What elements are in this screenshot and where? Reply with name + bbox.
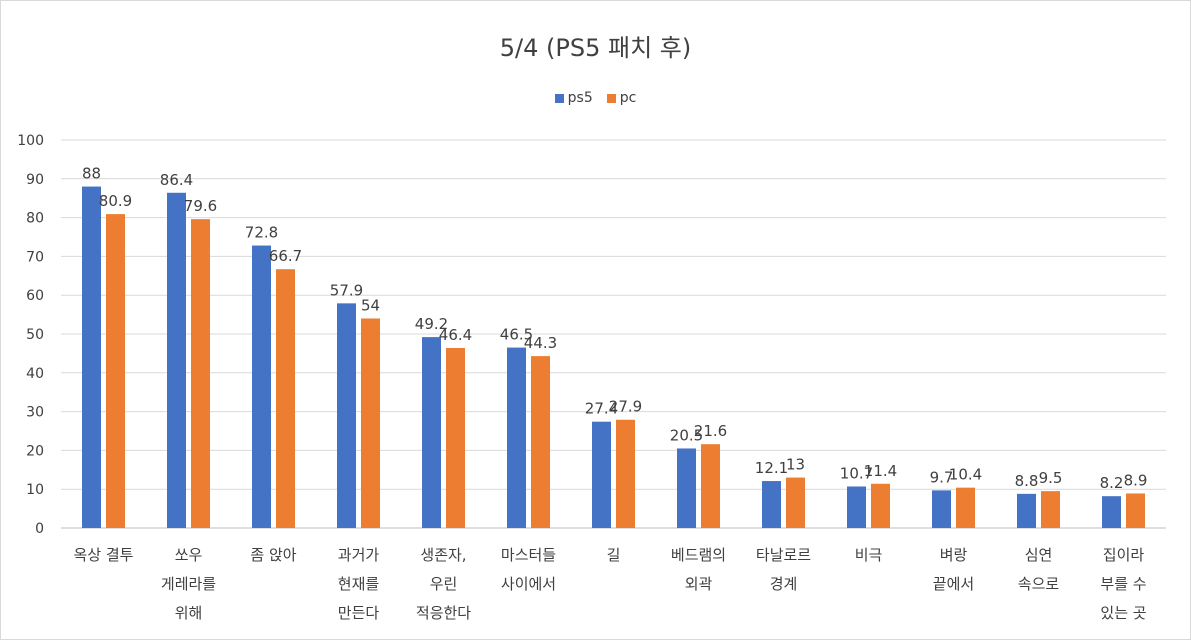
data-label-pc: 9.5 [1039,469,1063,487]
data-label-pc: 27.9 [609,398,642,416]
y-tick-label: 0 [35,521,44,537]
bar-pc [786,477,805,528]
bar-ps5 [337,303,356,528]
x-tick-label: 마스터들 [501,546,556,564]
y-tick-label: 60 [26,288,44,304]
data-label-pc: 44.3 [524,334,557,352]
bar-pc [276,269,295,528]
bar-ps5 [507,347,526,528]
y-tick-label: 90 [26,172,44,188]
bar-ps5 [422,337,441,528]
y-tick-label: 10 [26,482,44,498]
bar-pc [531,356,550,528]
data-label-ps5: 57.9 [330,281,363,299]
data-label-ps5: 20.5 [670,426,703,444]
x-tick-label: 길 [607,546,621,564]
data-label-ps5: 12.1 [755,459,788,477]
data-label-ps5: 49.2 [415,315,448,333]
data-label-pc: 79.6 [184,197,217,215]
bar-pc [956,487,975,528]
bar-pc [616,419,635,528]
x-tick-label: 쏘우 [175,546,203,564]
data-label-pc: 46.4 [439,326,472,344]
data-label-pc: 66.7 [269,247,302,265]
x-tick-label: 속으로 [1018,575,1060,593]
x-tick-label: 옥상 결투 [74,546,134,564]
bar-ps5 [167,192,186,528]
x-tick-label: 비극 [855,546,883,564]
x-tick-label: 현재를 [338,575,380,593]
bar-pc [701,444,720,528]
data-label-pc: 11.4 [864,462,897,480]
x-tick-label: 심연 [1025,546,1053,564]
bar-ps5 [847,486,866,528]
data-label-pc: 13 [786,456,805,474]
chart-title: 5/4 (PS5 패치 후) [499,34,692,62]
data-label-ps5: 8.8 [1015,472,1039,490]
y-tick-label: 80 [26,211,44,227]
bar-pc [1041,491,1060,528]
legend-label-ps5: ps5 [567,90,593,106]
x-tick-label: 외곽 [685,575,713,593]
bar-ps5 [592,421,611,528]
data-label-ps5: 8.2 [1100,474,1124,492]
legend-item-ps5: ps5 [554,90,593,106]
x-tick-label: 끝에서 [933,575,974,593]
data-label-ps5: 9.7 [930,468,954,486]
bar-pc [871,483,890,528]
y-tick-label: 30 [26,405,44,421]
y-tick-label: 100 [17,133,44,149]
bar-pc [106,214,125,528]
x-tick-label: 있는 곳 [1100,604,1146,622]
data-label-pc: 10.4 [949,466,982,484]
x-tick-label: 과거가 [338,546,380,564]
legend-label-pc: pc [619,90,637,106]
data-label-ps5: 86.4 [160,171,193,189]
bar-pc [1126,493,1145,528]
data-label-ps5: 10.7 [840,464,873,482]
legend-swatch-ps5 [554,93,564,103]
y-tick-label: 50 [26,327,44,343]
x-tick-label: 부를 수 [1100,575,1146,593]
data-label-pc: 54 [361,296,380,314]
x-tick-label: 집이라 [1103,546,1145,564]
x-tick-label: 베드램의 [671,546,726,564]
x-tick-label: 게레라를 [161,575,216,593]
bar-ps5 [932,490,951,528]
bar-pc [191,219,210,529]
y-tick-label: 40 [26,366,44,382]
x-tick-label: 경계 [770,575,798,593]
data-label-pc: 21.6 [694,422,727,440]
legend-item-pc: pc [606,90,637,106]
x-tick-label: 위해 [175,604,203,622]
bar-pc [361,318,380,528]
y-tick-label: 20 [26,443,44,459]
x-tick-label: 타날로르 [756,546,811,564]
bar-ps5 [252,245,271,528]
bar-ps5 [762,481,781,528]
bar-ps5 [1017,493,1036,528]
chart-legend: ps5 pc [0,90,1191,106]
data-label-ps5: 46.5 [500,326,533,344]
bar-pc [446,347,465,528]
legend-swatch-pc [606,93,616,103]
x-tick-label: 벼랑 [940,546,968,564]
data-label-pc: 8.9 [1124,471,1148,489]
bar-ps5 [82,186,101,528]
x-tick-label: 적응한다 [416,604,471,622]
data-label-ps5: 88 [82,165,101,183]
x-tick-label: 좀 앉아 [250,546,296,564]
data-label-ps5: 27.4 [585,400,618,418]
data-label-ps5: 72.8 [245,224,278,242]
y-tick-label: 70 [26,249,44,265]
x-tick-label: 사이에서 [501,575,556,593]
x-tick-label: 생존자, [420,546,466,564]
x-tick-label: 우린 [430,575,458,593]
bar-ps5 [677,448,696,528]
bar-ps5 [1102,496,1121,528]
data-label-pc: 80.9 [99,192,132,210]
x-tick-label: 만든다 [338,604,380,622]
